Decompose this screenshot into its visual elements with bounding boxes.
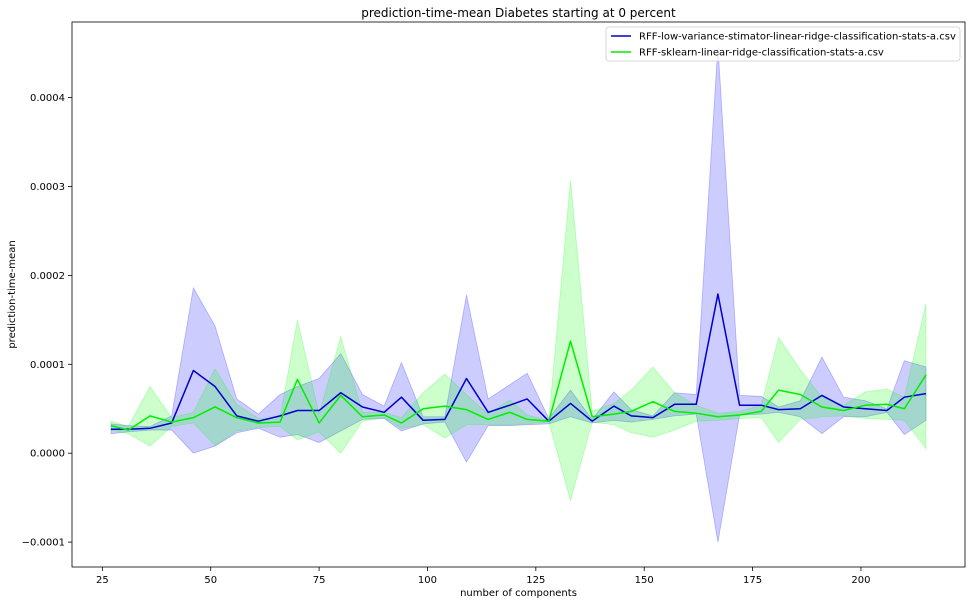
x-axis-ticks: 25 50 75 100 125 150 175 200 [96,567,871,586]
x-tick-label: 75 [313,575,326,586]
y-tick-label: 0.0004 [30,93,65,104]
x-tick-label: 25 [96,575,109,586]
x-tick-label: 200 [851,575,870,586]
x-tick-label: 175 [743,575,762,586]
series-lines [110,293,927,431]
legend-label-1: RFF-sklearn-linear-ridge-classification-… [639,48,884,59]
y-axis-label: prediction-time-mean [7,240,18,348]
series-line-0 [111,293,927,430]
legend-label-0: RFF-low-variance-stimator-linear-ridge-c… [639,32,956,43]
legend-box [605,26,961,62]
series-line-1 [110,340,927,431]
legend: RFF-low-variance-stimator-linear-ridge-c… [605,26,961,62]
y-tick-label: 0.0001 [30,360,65,371]
y-tick-label: 0.0003 [30,182,65,193]
chart-title: prediction-time-mean Diabetes starting a… [361,6,676,20]
plot-frame [71,21,966,568]
x-tick-label: 125 [526,575,545,586]
confidence-bands [110,45,927,543]
y-axis-ticks: −0.0001 0.0000 0.0001 0.0002 0.0003 0.0004 [22,93,72,549]
x-tick-label: 150 [635,575,654,586]
x-tick-label: 50 [204,575,217,586]
x-tick-label: 100 [418,575,437,586]
confidence-band-0 [110,45,927,543]
plot-background [72,22,965,567]
y-tick-label: 0.0000 [30,449,65,460]
y-tick-label: 0.0002 [30,271,65,282]
y-tick-label: −0.0001 [22,538,65,549]
x-axis-label: number of components [460,588,577,599]
confidence-band-1 [110,180,927,502]
